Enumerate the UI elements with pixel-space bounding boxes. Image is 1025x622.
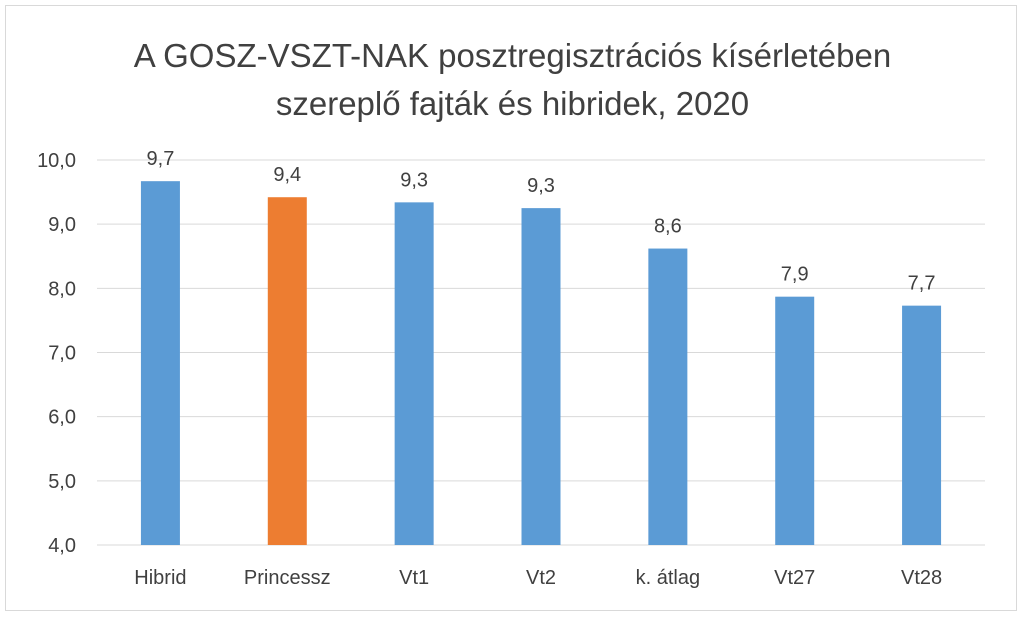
x-tick-label: Vt2 bbox=[526, 567, 556, 589]
data-label: 9,3 bbox=[400, 169, 428, 191]
bar-1 bbox=[267, 197, 307, 545]
y-tick-label: 4,0 bbox=[48, 535, 76, 557]
x-tick-label: Vt28 bbox=[901, 567, 942, 589]
y-tick-label: 5,0 bbox=[48, 471, 76, 493]
x-tick-label: k. átlag bbox=[636, 567, 700, 589]
chart-title-line-2: szereplő fajták és hibridek, 2020 bbox=[275, 85, 750, 122]
chart-title: A GOSZ-VSZT-NAK posztregisztrációs kísér… bbox=[0, 32, 1025, 128]
x-tick-label: Vt27 bbox=[774, 567, 815, 589]
y-tick-label: 6,0 bbox=[48, 407, 76, 429]
x-tick-label: Vt1 bbox=[399, 567, 429, 589]
data-label: 9,7 bbox=[147, 148, 175, 170]
data-label: 9,4 bbox=[273, 164, 301, 186]
y-tick-label: 8,0 bbox=[48, 278, 76, 300]
bar-3 bbox=[521, 208, 561, 545]
y-tick-label: 10,0 bbox=[37, 150, 76, 172]
chart-title-line-1: A GOSZ-VSZT-NAK posztregisztrációs kísér… bbox=[133, 37, 892, 74]
x-tick-label: Princessz bbox=[244, 567, 331, 589]
bar-0 bbox=[140, 181, 180, 546]
data-label: 7,7 bbox=[908, 273, 936, 295]
data-label: 8,6 bbox=[654, 216, 682, 238]
data-label: 7,9 bbox=[781, 264, 809, 286]
data-label: 9,3 bbox=[527, 175, 555, 197]
bar-5 bbox=[775, 296, 815, 545]
bar-4 bbox=[648, 248, 688, 546]
bar-6 bbox=[902, 305, 942, 545]
bar-2 bbox=[394, 202, 434, 545]
y-tick-label: 7,0 bbox=[48, 343, 76, 365]
x-tick-label: Hibrid bbox=[134, 567, 186, 589]
y-tick-label: 9,0 bbox=[48, 214, 76, 236]
